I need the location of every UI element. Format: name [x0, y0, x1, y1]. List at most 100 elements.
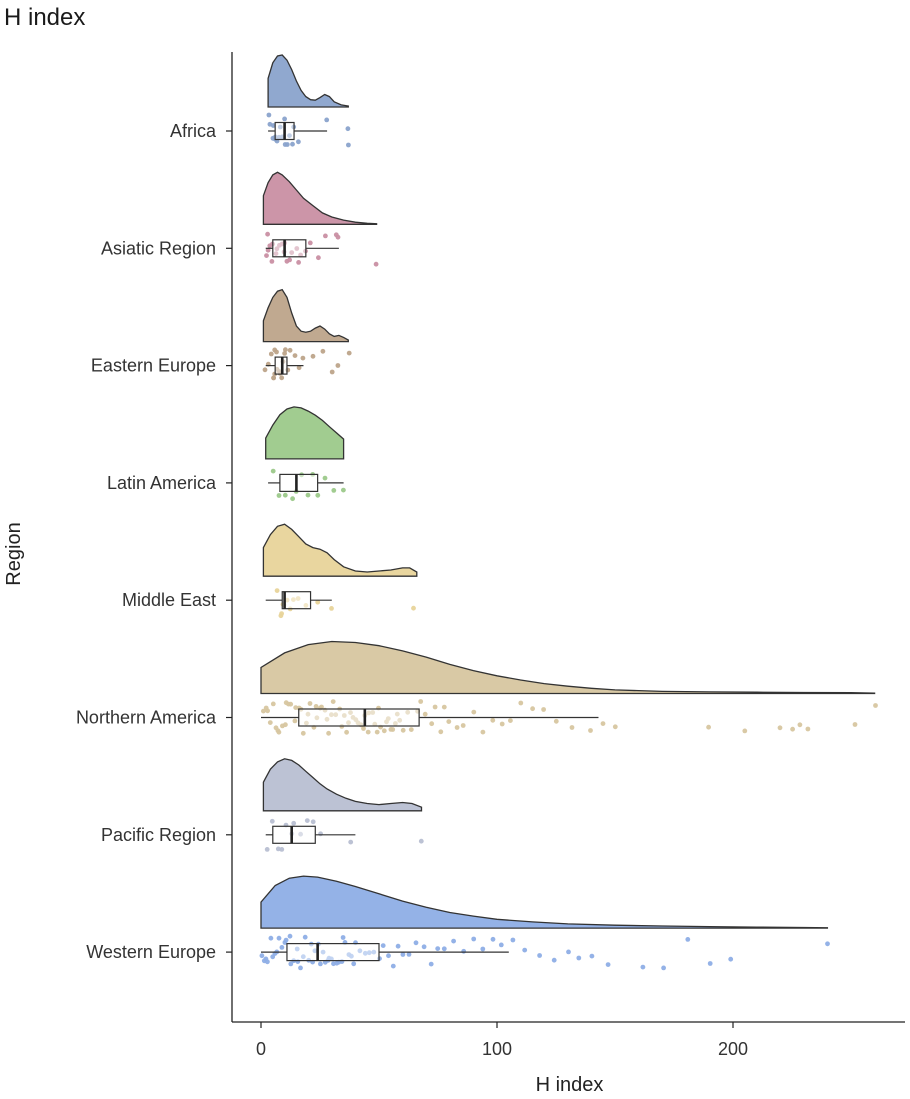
data-point — [269, 259, 275, 264]
y-tick-label: Latin America — [107, 473, 217, 493]
y-tick-label: Middle East — [122, 590, 216, 610]
data-point — [313, 704, 319, 709]
data-point — [264, 847, 270, 852]
data-point — [312, 948, 318, 954]
data-point — [326, 730, 331, 736]
data-point — [418, 838, 424, 844]
data-point — [270, 701, 276, 707]
data-point — [335, 234, 341, 240]
data-point — [344, 729, 349, 735]
data-point — [298, 831, 303, 837]
data-point — [661, 965, 666, 971]
x-tick-label: 100 — [482, 1039, 512, 1059]
data-point — [265, 231, 270, 237]
data-point — [435, 946, 441, 951]
data-point — [522, 947, 528, 953]
chart-title: H index — [4, 4, 86, 31]
data-point — [305, 711, 311, 717]
data-point — [400, 727, 406, 733]
data-point — [373, 261, 379, 267]
data-point — [329, 712, 334, 718]
plot-area — [259, 54, 878, 971]
data-point — [274, 349, 279, 355]
data-point — [268, 935, 274, 941]
data-point — [640, 964, 646, 970]
data-point — [262, 367, 268, 373]
data-point — [315, 599, 321, 605]
data-point — [270, 123, 276, 128]
y-tick-label: Pacific Region — [101, 825, 216, 845]
data-point — [805, 726, 811, 732]
data-point — [530, 706, 535, 712]
data-point — [294, 946, 300, 952]
data-point — [294, 246, 300, 251]
data-point — [461, 948, 467, 954]
data-point — [296, 365, 302, 371]
data-point — [329, 369, 335, 375]
box — [272, 239, 307, 258]
data-point — [612, 724, 618, 730]
y-tick-label: Eastern Europe — [91, 356, 216, 376]
data-point — [370, 710, 376, 715]
data-point — [300, 730, 306, 736]
data-point — [329, 606, 334, 611]
data-point — [288, 701, 294, 707]
region-group — [260, 640, 878, 736]
data-point — [292, 718, 298, 724]
y-axis-title: Region — [3, 522, 25, 585]
data-point — [451, 938, 456, 944]
data-point — [852, 722, 858, 727]
data-point — [406, 952, 412, 957]
region-group — [262, 758, 424, 852]
data-point — [742, 728, 748, 734]
y-tick-label: Western Europe — [86, 942, 216, 962]
data-point — [273, 251, 279, 256]
data-point — [265, 247, 271, 253]
data-point — [276, 935, 282, 941]
data-point — [728, 956, 734, 962]
data-point — [292, 353, 298, 358]
data-point — [508, 718, 513, 723]
box — [272, 825, 316, 844]
data-point — [269, 818, 275, 824]
data-point — [589, 953, 595, 959]
data-point — [291, 820, 297, 826]
data-point — [287, 133, 292, 139]
data-point — [307, 701, 313, 706]
data-point — [289, 250, 295, 256]
box — [286, 942, 380, 962]
data-point — [429, 721, 435, 727]
data-point — [279, 375, 285, 381]
box — [298, 708, 420, 727]
data-point — [471, 709, 477, 715]
region-group — [262, 288, 352, 381]
data-point — [341, 713, 347, 718]
data-point — [371, 949, 377, 955]
data-point — [279, 847, 285, 852]
density-cloud — [262, 171, 378, 225]
data-point — [318, 961, 323, 967]
data-point — [348, 710, 353, 715]
data-point — [310, 353, 316, 359]
data-point — [324, 716, 330, 722]
data-point — [296, 139, 301, 145]
data-point — [797, 722, 803, 728]
data-point — [291, 597, 296, 602]
data-point — [460, 723, 466, 728]
y-tick-label: Northern America — [76, 708, 217, 728]
data-point — [287, 347, 293, 353]
data-point — [394, 711, 400, 717]
data-point — [307, 240, 313, 246]
data-point — [346, 720, 351, 726]
region-group — [262, 523, 418, 619]
data-point — [381, 728, 387, 734]
data-point — [259, 953, 265, 959]
data-point — [290, 496, 295, 502]
data-point — [825, 941, 830, 947]
data-point — [267, 720, 273, 725]
data-point — [320, 949, 326, 955]
data-point — [365, 729, 371, 735]
data-point — [276, 493, 282, 498]
data-point — [304, 818, 310, 823]
data-point — [345, 126, 351, 132]
